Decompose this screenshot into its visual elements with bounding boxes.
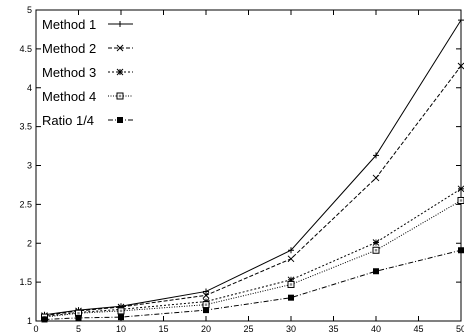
data-point (203, 288, 209, 295)
data-point (288, 247, 294, 254)
data-point (458, 247, 464, 254)
series-line-3 (44, 188, 462, 317)
legend: Method 1 Method 2 Method 3 Method 4 Ratio 1/… (42, 17, 133, 128)
series-line-2 (44, 65, 462, 317)
legend-label: Method 1 (42, 17, 96, 32)
data-point (372, 239, 380, 246)
series-line-5 (44, 249, 462, 320)
x-tick-label: 0 (33, 324, 38, 334)
data-point (458, 17, 464, 24)
y-tick-label: 3.5 (19, 122, 32, 132)
x-tick-label: 5 (76, 324, 81, 334)
x-tick-label: 50 (456, 324, 464, 334)
plot-frame (35, 9, 462, 322)
data-point (288, 294, 294, 301)
y-tick-label: 1.5 (19, 277, 32, 287)
x-tick-label: 45 (413, 324, 423, 334)
data-point (457, 185, 464, 193)
data-point (75, 314, 82, 321)
data-point (373, 268, 379, 275)
data-point (116, 92, 124, 100)
legend-label: Ratio 1/4 (42, 113, 94, 128)
data-point (118, 314, 124, 321)
data-point (202, 301, 210, 309)
x-tick-label: 35 (328, 324, 338, 334)
series-line-4 (44, 200, 462, 318)
x-tick-label: 10 (116, 324, 126, 334)
series-line-1 (44, 19, 462, 316)
series-markers (41, 17, 464, 323)
data-point (373, 152, 379, 159)
axis-ticks: 0 5 10 15 20 25 30 35 40 45 50 1 1.5 2 2.5 3 3.5 4 4.5 5 (19, 5, 464, 334)
data-point (287, 255, 295, 263)
y-tick-label: 1 (27, 316, 32, 326)
x-tick-label: 30 (286, 324, 296, 334)
x-tick-label: 40 (371, 324, 381, 334)
y-tick-label: 5 (27, 5, 32, 15)
y-tick-label: 4.5 (19, 44, 32, 54)
data-point (117, 307, 125, 315)
legend-label: Method 2 (42, 41, 96, 56)
data-point (117, 21, 123, 27)
legend-label: Method 3 (42, 65, 96, 80)
data-point (372, 246, 380, 254)
x-tick-label: 20 (201, 324, 211, 334)
x-tick-label: 25 (243, 324, 253, 334)
y-tick-label: 4 (27, 83, 32, 93)
y-tick-label: 3 (27, 161, 32, 171)
data-point (372, 174, 380, 182)
data-point (116, 44, 124, 52)
y-tick-label: 2 (27, 238, 32, 248)
x-tick-label: 15 (158, 324, 168, 334)
series-lines (44, 19, 462, 320)
data-point (116, 68, 124, 76)
legend-label: Method 4 (42, 89, 96, 104)
y-tick-label: 2.5 (19, 199, 32, 209)
data-point (287, 280, 295, 288)
data-point (203, 307, 209, 314)
data-point (457, 196, 464, 204)
data-point (202, 291, 210, 299)
data-point (41, 316, 48, 323)
data-point (117, 117, 123, 123)
data-point (457, 62, 464, 70)
